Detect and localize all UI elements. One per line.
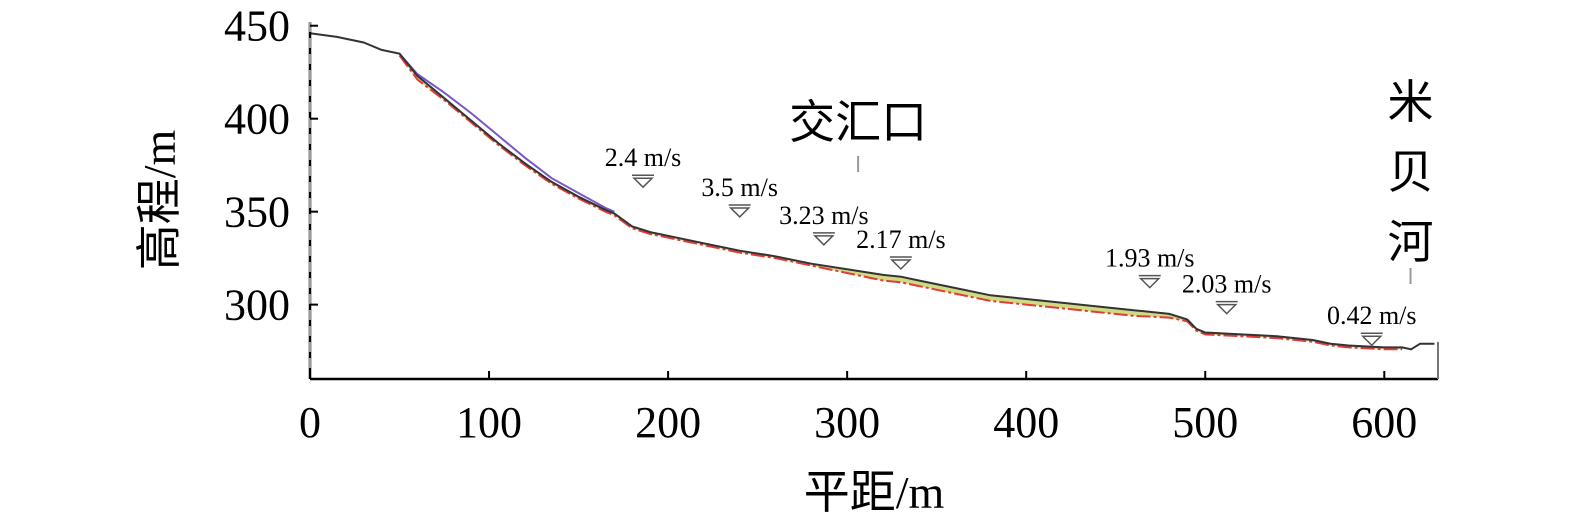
x-tick-label: 0 xyxy=(299,398,321,447)
velocity-marker xyxy=(1138,277,1161,289)
velocity-label: 2.17 m/s xyxy=(856,225,946,254)
velocity-marker xyxy=(728,207,751,218)
y-tick-label: 450 xyxy=(224,2,290,51)
x-tick-label: 100 xyxy=(456,398,522,447)
x-tick-label: 400 xyxy=(993,398,1059,447)
y-tick-label: 400 xyxy=(224,95,290,144)
axes xyxy=(308,22,1439,381)
y-tick-label: 300 xyxy=(224,281,290,330)
x-tick-label: 600 xyxy=(1351,398,1417,447)
velocity-label: 1.93 m/s xyxy=(1105,244,1195,273)
annotation-layer: 交汇口 米贝河 xyxy=(789,77,1434,284)
velocity-marker xyxy=(890,259,912,271)
velocity-marker xyxy=(813,235,835,246)
velocity-marker xyxy=(1360,335,1383,347)
velocity-marker xyxy=(632,177,654,189)
y-axis-title: 高程/m xyxy=(134,130,185,271)
series-layer xyxy=(309,32,1435,351)
x-tick-label: 200 xyxy=(635,398,701,447)
velocity-marker xyxy=(1215,303,1238,315)
series-line-surface-purple xyxy=(398,52,615,213)
annotation-label-confluence: 交汇口 xyxy=(789,97,927,148)
velocity-label: 3.5 m/s xyxy=(701,173,778,202)
velocity-label: 2.03 m/s xyxy=(1182,270,1272,299)
velocity-label: 0.42 m/s xyxy=(1327,301,1417,330)
tick-layer: 0 100 200 300 400 500 600 300 350 400 450 xyxy=(224,2,1417,447)
x-tick-label: 500 xyxy=(1172,398,1238,447)
velocity-label: 3.23 m/s xyxy=(779,201,869,230)
velocity-marker-layer: 2.4 m/s 3.5 m/s3.23 m/s2.17 m/s 1.93 m/s2.… xyxy=(605,143,1417,347)
series-line-surface-red xyxy=(398,54,1403,351)
series-line-terrain xyxy=(309,32,1435,351)
x-tick-label: 300 xyxy=(814,398,880,447)
velocity-label: 2.4 m/s xyxy=(605,143,682,172)
x-axis-title: 平距/m xyxy=(804,467,945,518)
y-tick-label: 350 xyxy=(224,188,290,237)
annotation-label-river: 米贝河 xyxy=(1388,77,1434,268)
